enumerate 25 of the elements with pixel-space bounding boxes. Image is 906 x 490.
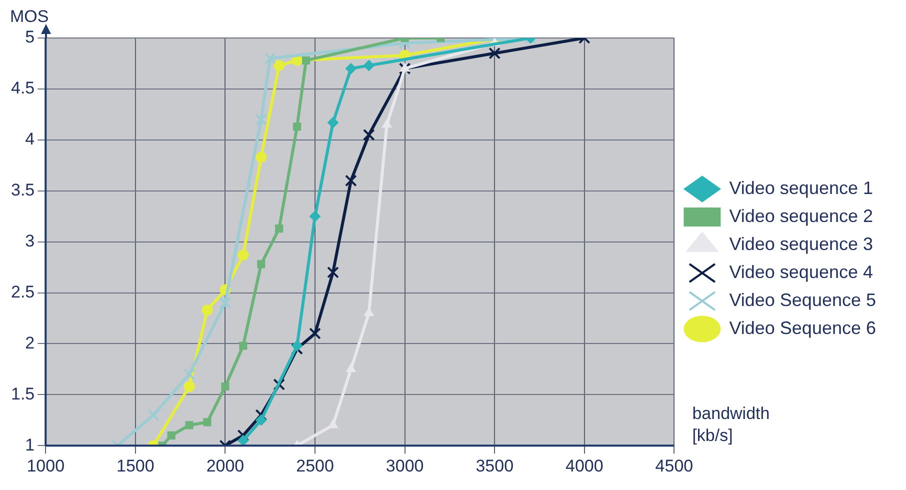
y-axis-title: MOS xyxy=(10,7,49,26)
legend-label: Video sequence 2 xyxy=(729,206,873,226)
x-tick-label: 4500 xyxy=(655,456,694,476)
y-tick-label: 4.5 xyxy=(10,78,35,98)
y-tick-label: 4 xyxy=(25,130,35,149)
x-tick-label: 2000 xyxy=(206,456,244,476)
y-tick-label: 3 xyxy=(25,231,35,250)
x-tick-label: 2500 xyxy=(296,456,334,476)
y-tick-label: 5 xyxy=(25,28,35,47)
x-axis-title: bandwidth [kb/s] xyxy=(692,404,770,445)
legend-label: Video Sequence 5 xyxy=(729,290,876,310)
legend-label: Video Sequence 6 xyxy=(729,318,876,338)
y-tick-label: 1.5 xyxy=(10,384,35,404)
x-tick-label: 3000 xyxy=(386,456,424,476)
y-tick-label: 2 xyxy=(25,333,35,352)
x-tick-label: 1500 xyxy=(116,456,154,476)
x-tick-label: 4000 xyxy=(565,456,604,476)
y-tick-label: 2.5 xyxy=(10,282,35,302)
y-tick-label: 3.5 xyxy=(10,180,35,200)
legend-label: Video sequence 3 xyxy=(729,234,873,254)
legend-label: Video sequence 1 xyxy=(729,178,873,198)
x-tick-label: 1000 xyxy=(26,456,65,476)
x-tick-label: 3500 xyxy=(476,456,514,476)
y-tick-label: 1 xyxy=(25,435,35,454)
legend-label: Video sequence 4 xyxy=(729,262,873,282)
